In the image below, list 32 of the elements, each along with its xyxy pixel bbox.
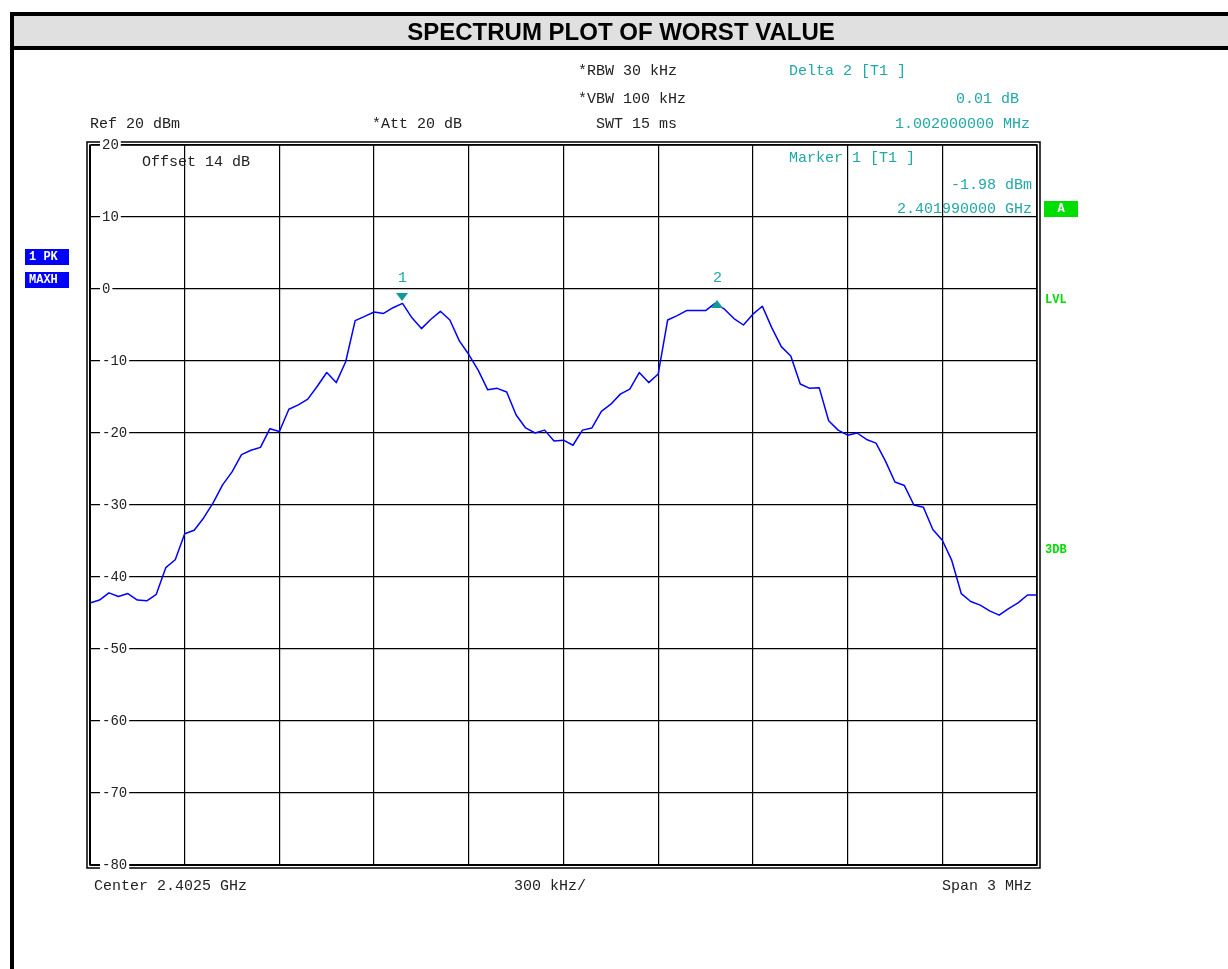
y-tick-label: 0 <box>102 280 111 297</box>
y-tick-label: 20 <box>102 136 119 153</box>
y-tick-label: -20 <box>102 424 128 441</box>
y-tick-label: -80 <box>102 856 128 873</box>
annotation: Marker 1 [T1 ] <box>789 150 916 168</box>
y-tick-label: 10 <box>102 208 119 225</box>
y-tick-label: -70 <box>102 784 128 801</box>
text: 1 PK <box>25 249 69 265</box>
y-tick-label: -30 <box>102 496 128 513</box>
chart-title: SPECTRUM PLOT OF WORST VALUE <box>14 16 1228 50</box>
text: Span 3 MHz <box>941 878 1032 896</box>
y-tick-label: -40 <box>102 568 128 585</box>
text: MAXH <box>25 272 69 288</box>
y-tick-label: -50 <box>102 640 128 657</box>
text: *Att 20 dB <box>372 116 463 134</box>
text: Ref 20 dBm <box>90 116 181 134</box>
y-tick-label: -10 <box>102 352 128 369</box>
text: SWT 15 ms <box>596 116 678 134</box>
text: 1.002000000 MHz <box>894 116 1030 134</box>
text: A <box>1044 201 1078 217</box>
text: 0.01 dB <box>955 91 1019 109</box>
text: 300 kHz/ <box>514 878 587 896</box>
annotation: 2 <box>713 270 723 288</box>
text: *RBW 30 kHz <box>578 63 678 81</box>
text: *VBW 100 kHz <box>578 91 687 109</box>
annotation: -1.98 dBm <box>950 177 1032 195</box>
annotation: 1 <box>398 270 408 288</box>
text: Delta 2 [T1 ] <box>789 63 907 81</box>
text: 3DB <box>1045 543 1067 557</box>
y-tick-label: -60 <box>102 712 128 729</box>
text: LVL <box>1045 293 1067 307</box>
text: Center 2.4025 GHz <box>94 878 248 896</box>
